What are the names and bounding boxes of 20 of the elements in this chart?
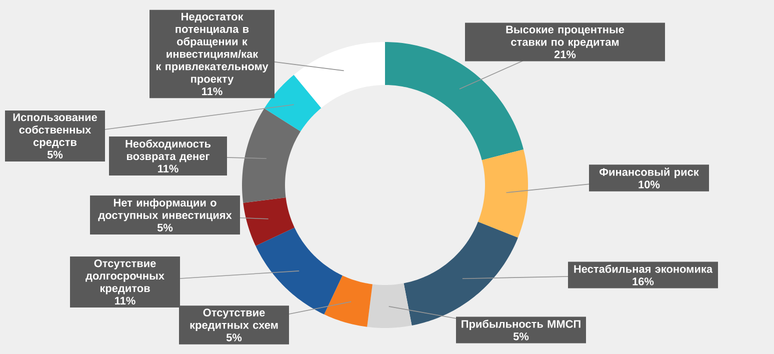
slice-label: Нестабильная экономика: [574, 264, 713, 273]
data-label: 21%: [554, 50, 576, 58]
slice-label: Недостаток потенциала в обращении к инвестициям/как к привлекательному проекту: [156, 12, 268, 85]
data-label: 10%: [638, 180, 660, 188]
data-label: 11%: [115, 296, 136, 305]
slice-label: Прибыльность ММСП: [462, 320, 580, 330]
data-label: 5%: [226, 334, 242, 342]
data-label: 5%: [513, 332, 529, 340]
data-label: 5%: [47, 150, 63, 159]
slice-label: Отсутствие кредитных схем: [190, 308, 278, 332]
slice-label: Необходимость возврата денег: [126, 139, 211, 162]
slice-label: Отсутствие долгосрочных кредитов: [86, 259, 164, 294]
slice-label: Финансовый риск: [600, 168, 699, 178]
data-label: 11%: [158, 164, 178, 173]
slice-label: Нет информации о доступных инвестициях: [98, 198, 232, 222]
slice-label: Высокие процентные ставки по кредитам: [506, 26, 624, 48]
slice-label: Использование собственных средств: [13, 114, 98, 148]
data-label: 11%: [202, 87, 222, 96]
data-label: 5%: [157, 224, 173, 232]
data-label: 16%: [632, 278, 654, 286]
